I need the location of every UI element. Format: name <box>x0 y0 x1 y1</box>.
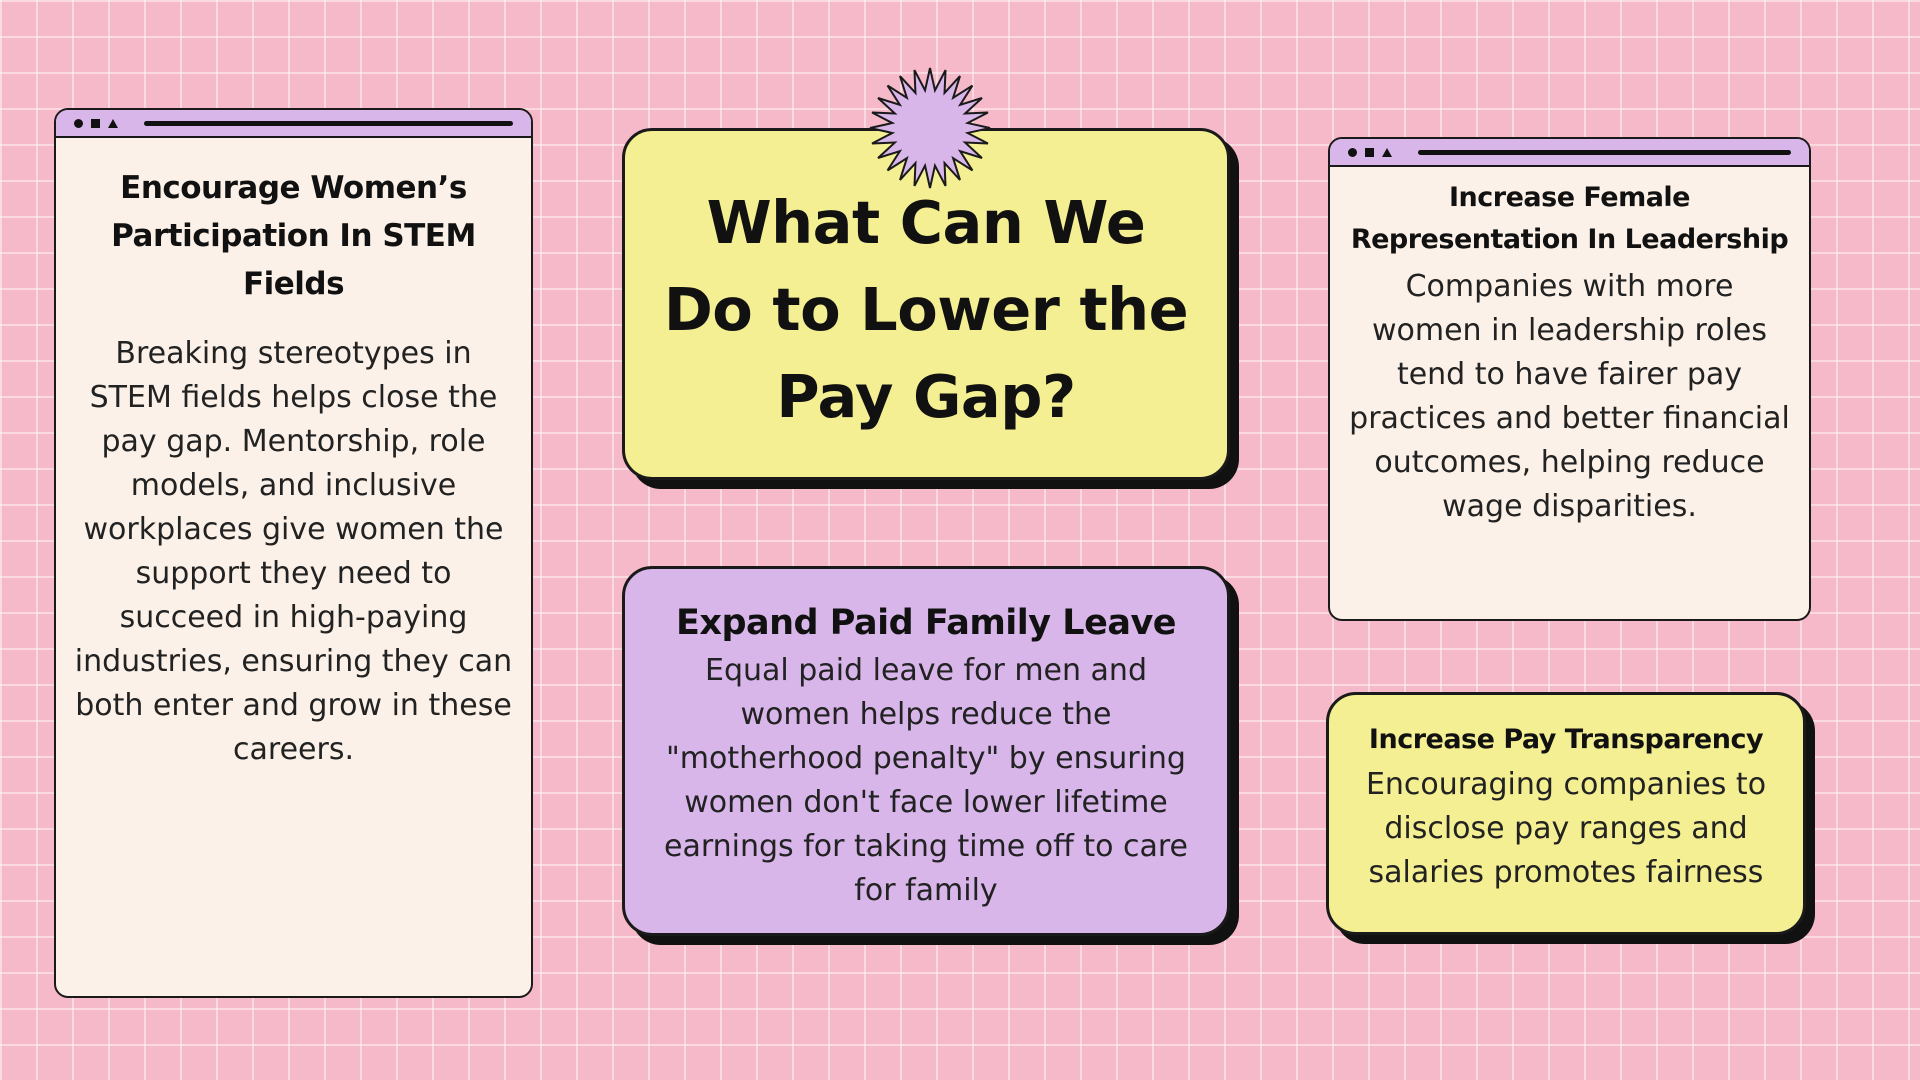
starburst-icon <box>869 67 991 189</box>
window-bar-line <box>144 120 513 126</box>
family-leave-card: Expand Paid Family Leave Equal paid leav… <box>622 566 1230 936</box>
window-triangle-icon <box>108 118 118 128</box>
window-triangle-icon <box>1382 147 1392 157</box>
window-dot-icon <box>1348 147 1357 157</box>
stem-card-heading: Encourage Women’s Participation In STEM … <box>111 170 476 302</box>
leadership-heading: Increase Female Representation In Leader… <box>1350 182 1789 255</box>
transparency-heading: Increase Pay Transparency <box>1368 724 1764 755</box>
stem-card-body: Breaking stereotypes in STEM fields help… <box>74 336 513 767</box>
transparency-body: Encouraging companies to disclose pay ra… <box>1365 767 1767 890</box>
window-title-bar <box>56 110 531 138</box>
leadership-body: Companies with more women in leadership … <box>1349 269 1790 524</box>
transparency-card: Increase Pay Transparency Encouraging co… <box>1326 692 1806 935</box>
window-dot-icon <box>74 118 83 128</box>
leadership-card: Increase Female Representation In Leader… <box>1328 137 1811 621</box>
family-leave-heading: Expand Paid Family Leave <box>675 603 1177 643</box>
title-card: What Can We Do to Lower the Pay Gap? <box>622 128 1230 480</box>
family-leave-body: Equal paid leave for men and women helps… <box>664 653 1188 908</box>
page-title: What Can We Do to Lower the Pay Gap? <box>663 188 1189 431</box>
window-bar-line <box>1418 149 1791 155</box>
window-title-bar <box>1330 139 1809 167</box>
window-square-icon <box>1365 147 1374 157</box>
stem-card: Encourage Women’s Participation In STEM … <box>54 108 533 998</box>
window-square-icon <box>91 118 100 128</box>
